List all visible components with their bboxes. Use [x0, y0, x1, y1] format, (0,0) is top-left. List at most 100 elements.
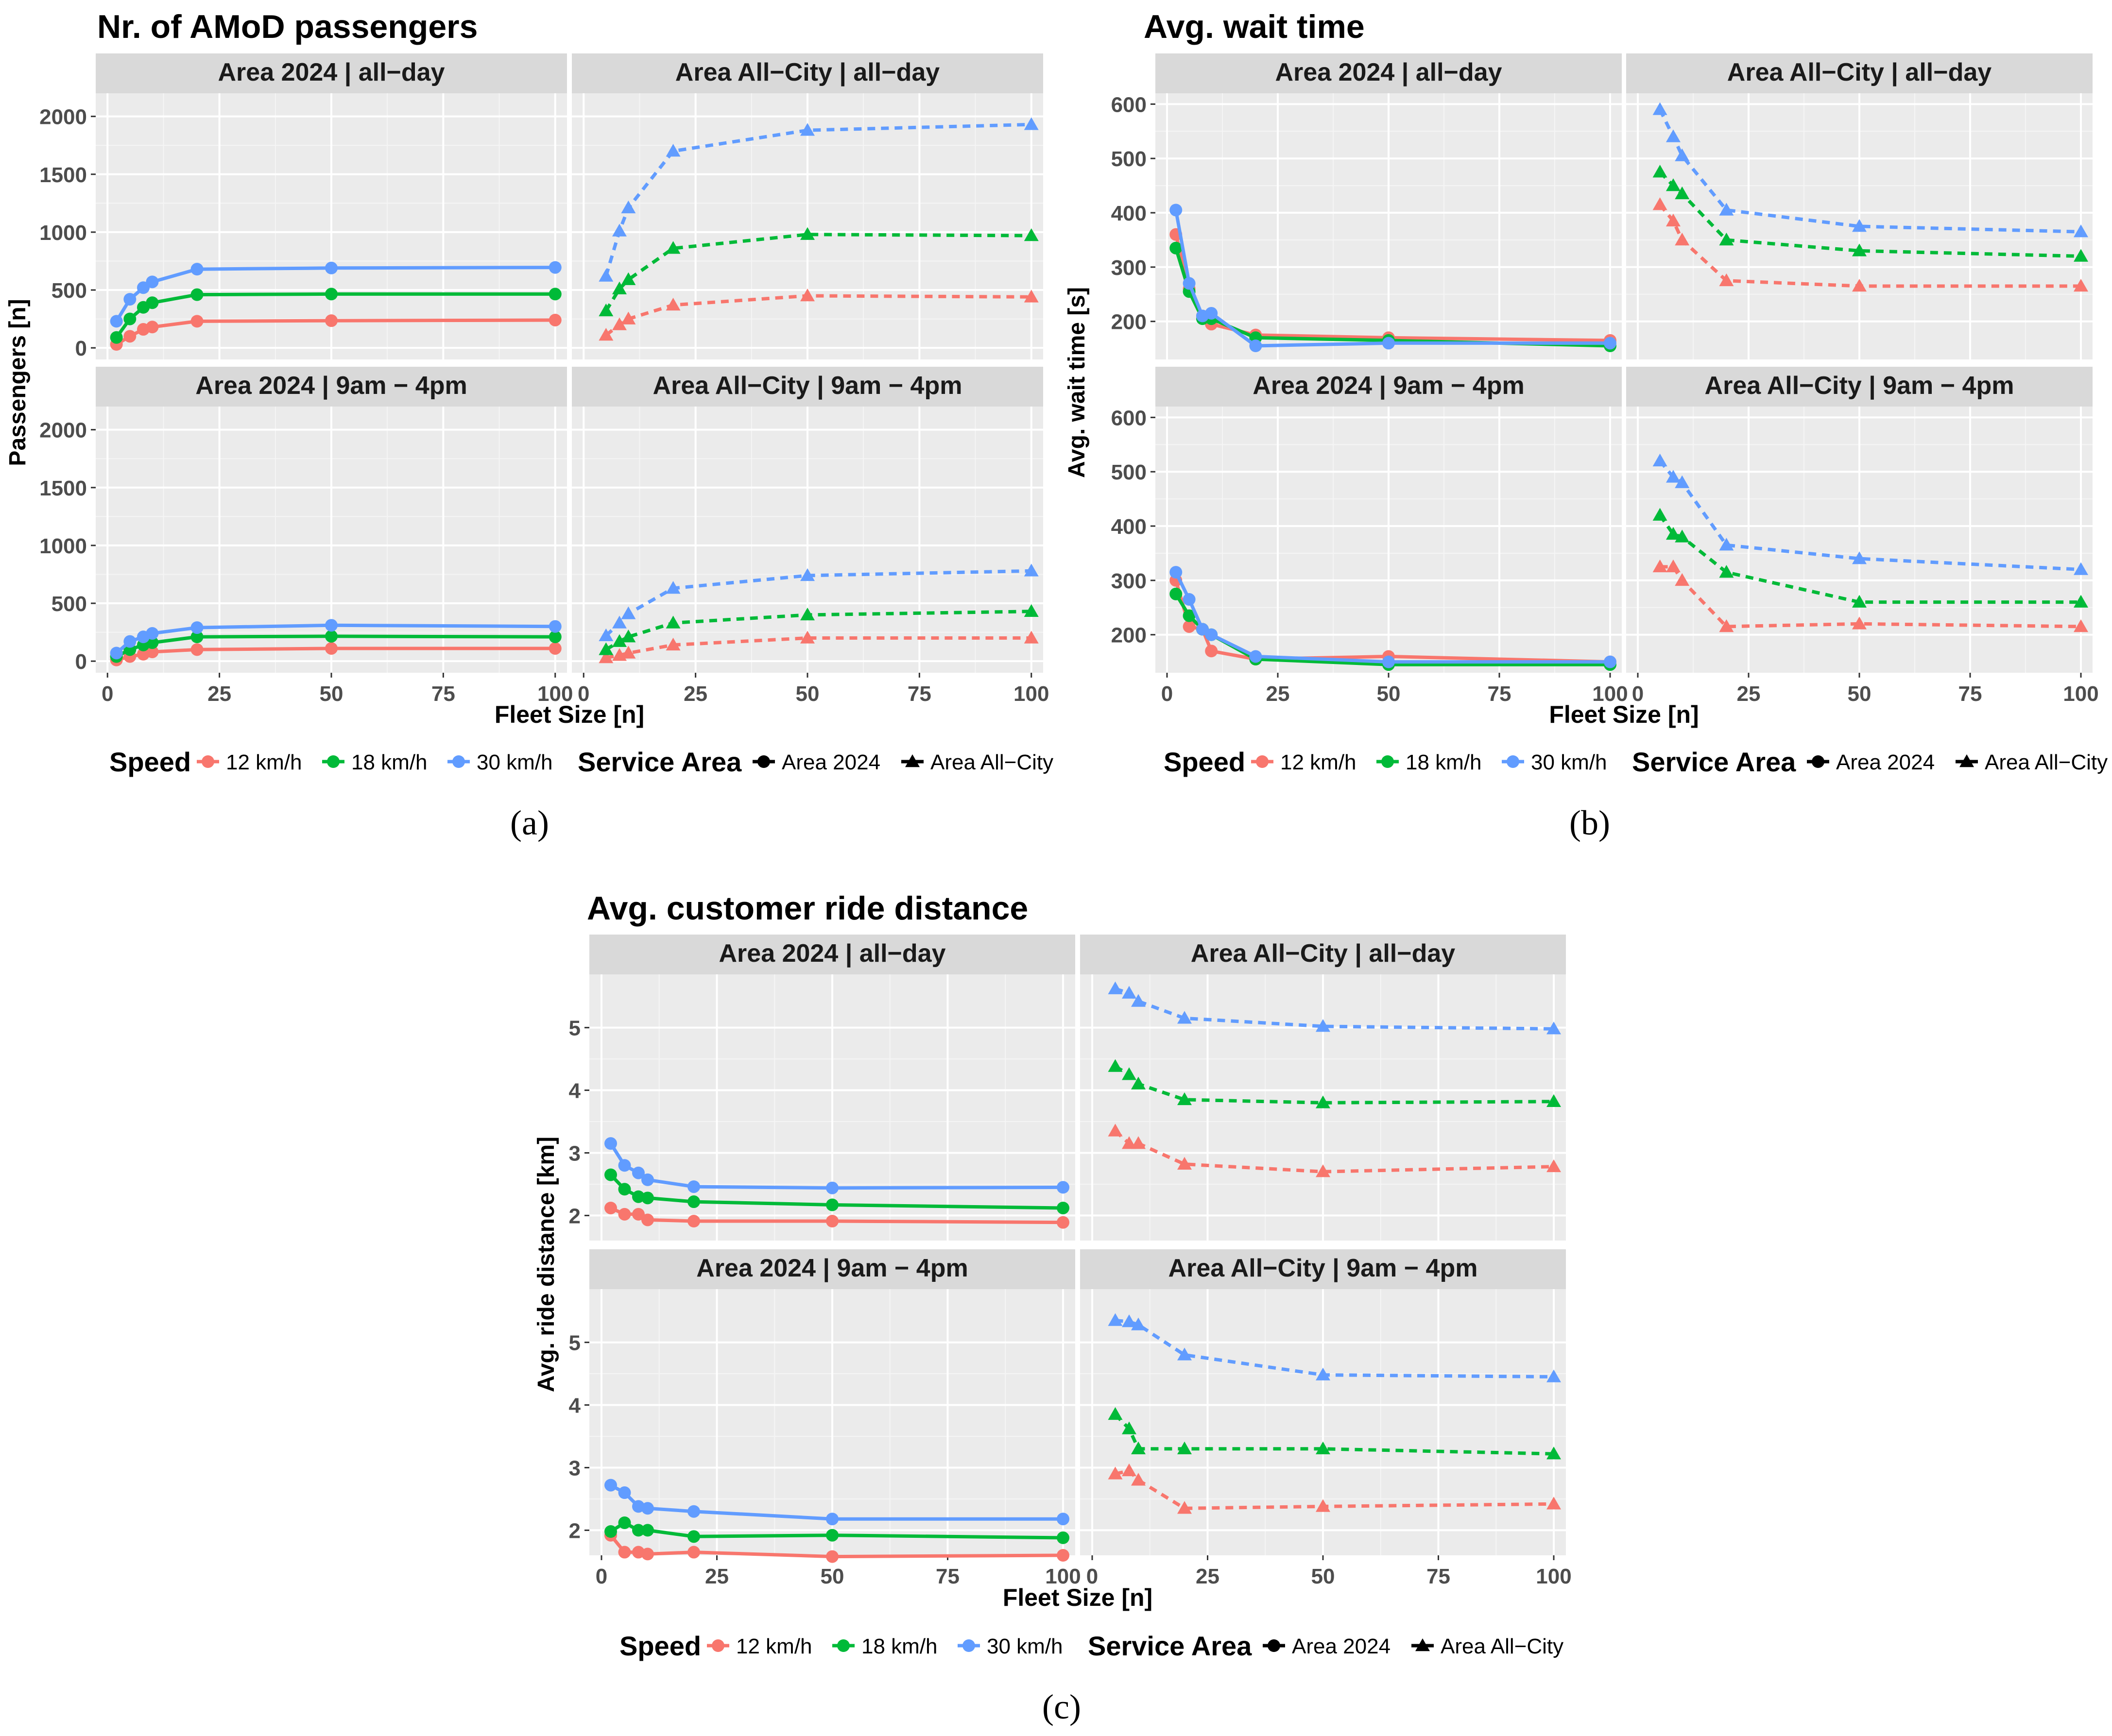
data-point-circle: [618, 1159, 631, 1172]
data-point-triangle: [1546, 1094, 1561, 1107]
panel-1: Area 2024 | all−day 200 300 400 500 600: [1111, 53, 1622, 359]
figure-label-b: (b): [1569, 803, 1610, 842]
data-point-triangle: [666, 581, 681, 594]
data-point-triangle: [1108, 1059, 1123, 1072]
data-point-circle: [641, 1502, 654, 1515]
data-point-triangle: [1177, 1501, 1192, 1514]
x-axis-label: Fleet Size [n]: [1003, 1584, 1152, 1611]
data-point-circle: [687, 1546, 700, 1559]
legend-key-point: [327, 755, 340, 768]
data-point-circle: [325, 642, 338, 655]
y-axis-label: Passengers [n]: [5, 299, 31, 466]
x-axis-label: Fleet Size [n]: [495, 701, 644, 728]
data-point-triangle: [1024, 563, 1039, 577]
x-tick-label: 25: [1737, 682, 1761, 706]
x-tick-label: 75: [431, 682, 455, 706]
data-point-circle: [826, 1181, 839, 1194]
data-point-circle: [190, 315, 204, 328]
data-point-triangle: [1131, 1076, 1146, 1089]
data-point-triangle: [621, 272, 636, 285]
data-point-circle: [632, 1190, 645, 1203]
data-point-triangle: [612, 615, 627, 629]
data-point-circle: [325, 314, 338, 327]
data-point-circle: [632, 1208, 645, 1221]
data-point-circle: [604, 1525, 617, 1538]
data-point-triangle: [1652, 508, 1667, 521]
legend-speed-item: 18 km/h: [351, 750, 428, 774]
y-tick-label: 500: [52, 279, 87, 303]
data-point-triangle: [1652, 197, 1667, 210]
chart-3: Avg. customer ride distance Area 2024 | a…: [533, 890, 1572, 1661]
y-tick-label: 500: [1111, 147, 1147, 171]
data-point-triangle: [1108, 981, 1123, 994]
panel-strip-label: Area All−City | 9am − 4pm: [653, 372, 962, 400]
legend-key-point: [202, 755, 214, 768]
data-point-circle: [146, 321, 159, 334]
data-point-triangle: [1316, 1164, 1330, 1177]
data-point-triangle: [1122, 1314, 1136, 1328]
data-point-triangle: [1122, 1067, 1136, 1080]
data-point-triangle: [1546, 1159, 1561, 1173]
data-point-triangle: [800, 568, 815, 581]
series-line-30kmh: [604, 122, 1031, 277]
data-point-triangle: [1122, 986, 1136, 999]
data-point-circle: [641, 1213, 654, 1226]
data-point-triangle: [800, 607, 815, 621]
legend-key-point: [1381, 755, 1394, 768]
data-point-triangle: [599, 642, 614, 655]
data-point-circle: [1169, 587, 1183, 600]
data-point-circle: [549, 261, 562, 274]
data-point-triangle: [1719, 232, 1734, 246]
data-point-triangle: [1666, 559, 1681, 573]
panel-strip: [96, 53, 567, 93]
panel-strip-label: Area All−City | all−day: [1191, 939, 1456, 968]
data-point-circle: [325, 630, 338, 643]
data-point-triangle: [599, 327, 614, 341]
series-line-12kmh: [1115, 1469, 1554, 1510]
data-point-circle: [146, 627, 159, 640]
x-tick-label: 25: [705, 1565, 729, 1588]
data-point-circle: [1183, 593, 1196, 606]
data-point-triangle: [1131, 1441, 1146, 1455]
data-point-triangle: [1852, 279, 1867, 292]
data-point-circle: [190, 263, 204, 276]
data-point-triangle: [1546, 1369, 1561, 1382]
data-point-triangle: [666, 615, 681, 629]
data-point-triangle: [621, 311, 636, 324]
data-point-circle: [1169, 566, 1183, 579]
panel-1: Area 2024 | all−day 2 3 4 5: [569, 935, 1075, 1241]
legend-speed-item: 18 km/h: [861, 1634, 938, 1658]
x-axis-label: Fleet Size [n]: [1549, 701, 1699, 728]
data-point-triangle: [1316, 1499, 1330, 1512]
legend-area-item: Area All−City: [1985, 750, 2108, 774]
x-tick-label: 0: [1161, 682, 1173, 706]
data-point-triangle: [800, 630, 815, 644]
panel-strip: [1626, 367, 2093, 407]
y-tick-label: 2000: [39, 105, 87, 129]
data-point-circle: [641, 1524, 654, 1537]
data-point-triangle: [1852, 219, 1867, 232]
charts-layer: Nr. of AMoD passengers Area 2024 | all−da…: [5, 8, 2108, 1661]
legend-area-item: Area 2024: [1292, 1634, 1391, 1658]
data-point-triangle: [1131, 1473, 1146, 1486]
y-tick-label: 0: [75, 650, 87, 674]
data-point-triangle: [621, 630, 636, 643]
panel-strip-label: Area 2024 | 9am − 4pm: [195, 372, 467, 400]
data-point-circle: [604, 1201, 617, 1214]
data-point-triangle: [621, 646, 636, 659]
data-point-circle: [1057, 1513, 1069, 1526]
data-point-triangle: [1177, 1157, 1192, 1170]
panel-strip: [572, 367, 1043, 407]
data-point-triangle: [2074, 224, 2088, 238]
data-point-triangle: [599, 628, 614, 642]
data-point-triangle: [666, 241, 681, 254]
x-tick-label: 75: [1426, 1565, 1450, 1588]
y-tick-label: 2: [569, 1204, 581, 1228]
panel-3: Area 2024 | 9am − 4pm 200 300 400 500 600 0 25 5…: [1111, 367, 1628, 706]
y-tick-label: 1500: [39, 163, 87, 187]
y-tick-label: 500: [1111, 460, 1147, 484]
data-point-triangle: [1666, 129, 1681, 142]
panel-strip-label: Area 2024 | all−day: [719, 939, 946, 968]
data-point-triangle: [1719, 619, 1734, 632]
data-point-triangle: [800, 288, 815, 302]
